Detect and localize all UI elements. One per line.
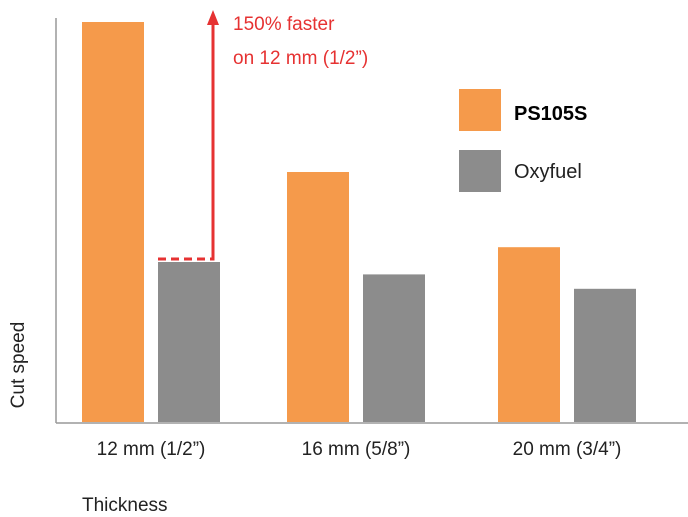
- bar-oxyfuel-0: [158, 262, 220, 422]
- bar-ps105s-2: [498, 247, 560, 422]
- legend-swatch-oxyfuel: [459, 150, 501, 192]
- bar-ps105s-0: [82, 22, 144, 422]
- bars-group: [82, 22, 636, 422]
- legend-label-ps105s: PS105S: [514, 103, 587, 125]
- bar-oxyfuel-1: [363, 274, 425, 422]
- legend-swatch-ps105s: [459, 89, 501, 131]
- x-tick-labels: 12 mm (1/2”) 16 mm (5/8”) 20 mm (3/4”): [97, 439, 622, 460]
- speed-annotation: 150% faster on 12 mm (1/2”): [158, 10, 368, 261]
- annotation-line-2: on 12 mm (1/2”): [233, 48, 368, 69]
- x-tick-label-0: 12 mm (1/2”): [97, 439, 206, 460]
- annotation-arrow-head: [207, 10, 219, 25]
- legend: PS105S Oxyfuel: [459, 89, 587, 192]
- x-tick-label-1: 16 mm (5/8”): [302, 439, 411, 460]
- x-axis-title: Thickness: [82, 495, 168, 516]
- y-axis-title: Cut speed: [8, 322, 29, 409]
- bar-oxyfuel-2: [574, 288, 636, 422]
- bar-ps105s-1: [287, 172, 349, 422]
- x-tick-label-2: 20 mm (3/4”): [513, 439, 622, 460]
- annotation-line-1: 150% faster: [233, 14, 335, 35]
- legend-label-oxyfuel: Oxyfuel: [514, 161, 582, 183]
